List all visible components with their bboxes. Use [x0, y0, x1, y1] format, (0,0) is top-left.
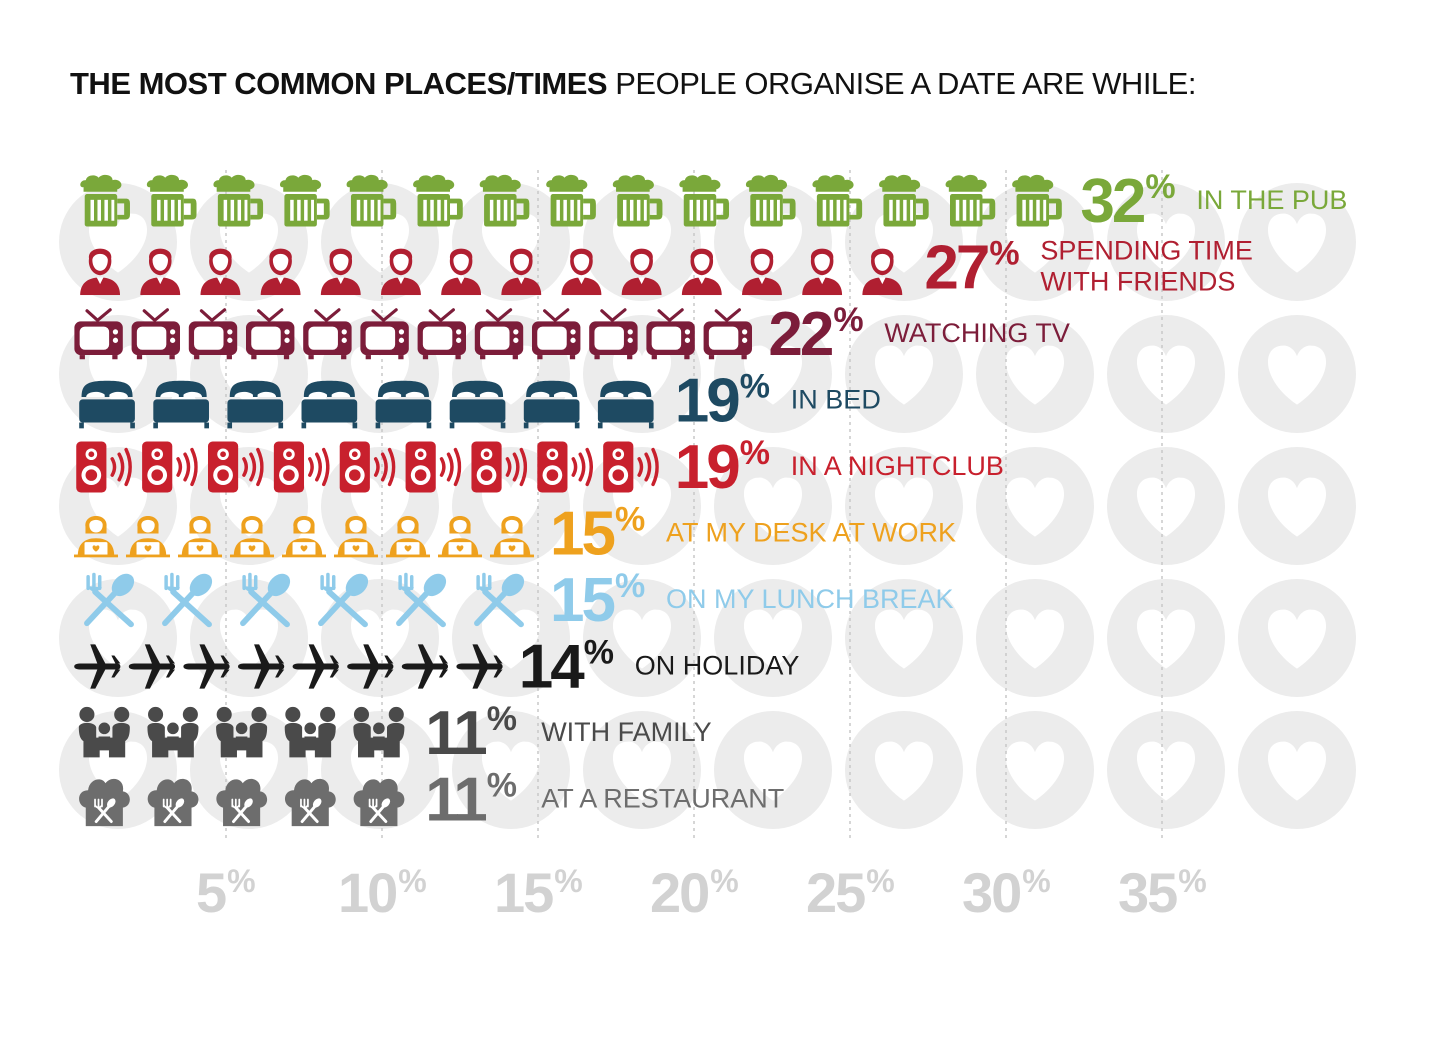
bed-icon [523, 380, 580, 429]
background-heart-icon [1107, 447, 1225, 565]
value-label: 14% [519, 633, 614, 702]
tv-icon [416, 308, 468, 361]
background-heart-icon [976, 579, 1094, 697]
category-label: SPENDING TIME WITH FRIENDS [1040, 236, 1253, 297]
x-tick-label: 20% [650, 861, 738, 924]
beer-mug-icon [80, 174, 130, 227]
bed-icon [153, 380, 209, 429]
category-label: IN A NIGHTCLUB [791, 451, 1004, 481]
family-icon [284, 706, 336, 758]
beer-mug-icon [546, 174, 596, 227]
beer-mug-icon [879, 174, 929, 227]
beer-mug-icon [1012, 174, 1062, 227]
background-heart-icon [1238, 447, 1356, 565]
bed-icon [597, 380, 654, 429]
background-heart-icon [59, 579, 177, 697]
x-tick-label: 10% [338, 861, 426, 924]
category-label: IN BED [791, 385, 881, 415]
background-heart-icon [1238, 711, 1356, 829]
x-tick-label: 15% [494, 861, 582, 924]
beer-mug-icon [679, 174, 729, 227]
background-heart-icon [1238, 315, 1356, 433]
bar-row: 11% AT A RESTAURANT [77, 766, 784, 835]
beer-mug-icon [812, 174, 863, 227]
bar-row: 14% ON HOLIDAY [74, 633, 799, 702]
beer-mug-icon [346, 174, 397, 227]
beer-mug-icon [479, 174, 530, 227]
beer-mug-icon [413, 174, 463, 227]
speaker-icon [535, 439, 593, 495]
category-label: IN THE PUB [1196, 185, 1347, 215]
category-label: AT MY DESK AT WORK [666, 518, 956, 548]
bed-icon [449, 380, 506, 429]
category-label: WITH FAMILY [541, 717, 712, 747]
category-label: ON MY LUNCH BREAK [666, 584, 954, 614]
beer-mug-icon [280, 174, 330, 227]
bed-icon [227, 380, 284, 429]
x-tick-label: 25% [806, 861, 894, 924]
background-heart-icon [976, 711, 1094, 829]
bar-row: 22% WATCHING TV [72, 300, 1070, 369]
family-icon [147, 706, 199, 758]
background-heart-icon [1107, 711, 1225, 829]
bar-row: 15% AT MY DESK AT WORK [73, 500, 956, 569]
beer-mug-icon [745, 174, 796, 227]
beer-mug-icon [146, 174, 197, 227]
background-heart-icon [1107, 579, 1225, 697]
speaker-icon [403, 439, 462, 495]
tv-icon [301, 308, 354, 361]
background-heart-icon [1107, 315, 1225, 433]
beer-mug-icon [612, 174, 663, 227]
speaker-icon [140, 439, 198, 495]
beer-mug-icon [213, 174, 264, 227]
category-label: AT A RESTAURANT [541, 784, 784, 814]
chart-title: THE MOST COMMON PLACES/TIMES PEOPLE ORGA… [70, 66, 1196, 102]
tv-icon [187, 308, 239, 361]
bar-row: 27% SPENDING TIME WITH FRIENDS [80, 234, 1253, 303]
tv-icon [130, 308, 182, 361]
bed-icon [79, 380, 135, 429]
title-bold-part: THE MOST COMMON PLACES/TIMES [70, 66, 608, 101]
x-axis-ticks: 5% 10% 15% 20% 25% 30% 35% [196, 861, 1208, 924]
beer-mug-icon [945, 174, 996, 227]
tv-icon [702, 308, 754, 361]
background-heart-icon [845, 711, 963, 829]
category-label: ON HOLIDAY [635, 651, 800, 681]
bed-icon [375, 380, 432, 429]
bar-row: 19% IN BED [79, 367, 881, 436]
x-tick-label: 30% [962, 861, 1050, 924]
category-label: WATCHING TV [884, 318, 1070, 348]
x-tick-label: 5% [196, 861, 255, 924]
x-tick-label: 35% [1118, 861, 1206, 924]
value-label: 11% [425, 699, 517, 768]
background-heart-icon [1238, 579, 1356, 697]
tv-icon [530, 308, 582, 361]
title-rest-part: PEOPLE ORGANISE A DATE ARE WHILE: [607, 66, 1196, 101]
bed-icon [301, 380, 358, 429]
bar-row: 11% WITH FAMILY [78, 699, 712, 768]
speaker-icon [272, 439, 330, 495]
